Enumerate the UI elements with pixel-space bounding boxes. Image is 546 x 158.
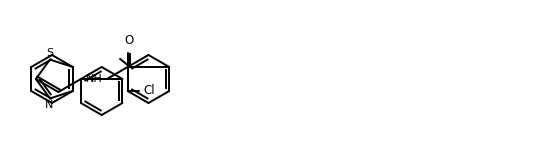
Text: S: S: [46, 48, 54, 58]
Text: O: O: [124, 34, 133, 47]
Text: N: N: [45, 100, 53, 110]
Text: Cl: Cl: [144, 85, 155, 97]
Text: NH: NH: [86, 74, 102, 84]
